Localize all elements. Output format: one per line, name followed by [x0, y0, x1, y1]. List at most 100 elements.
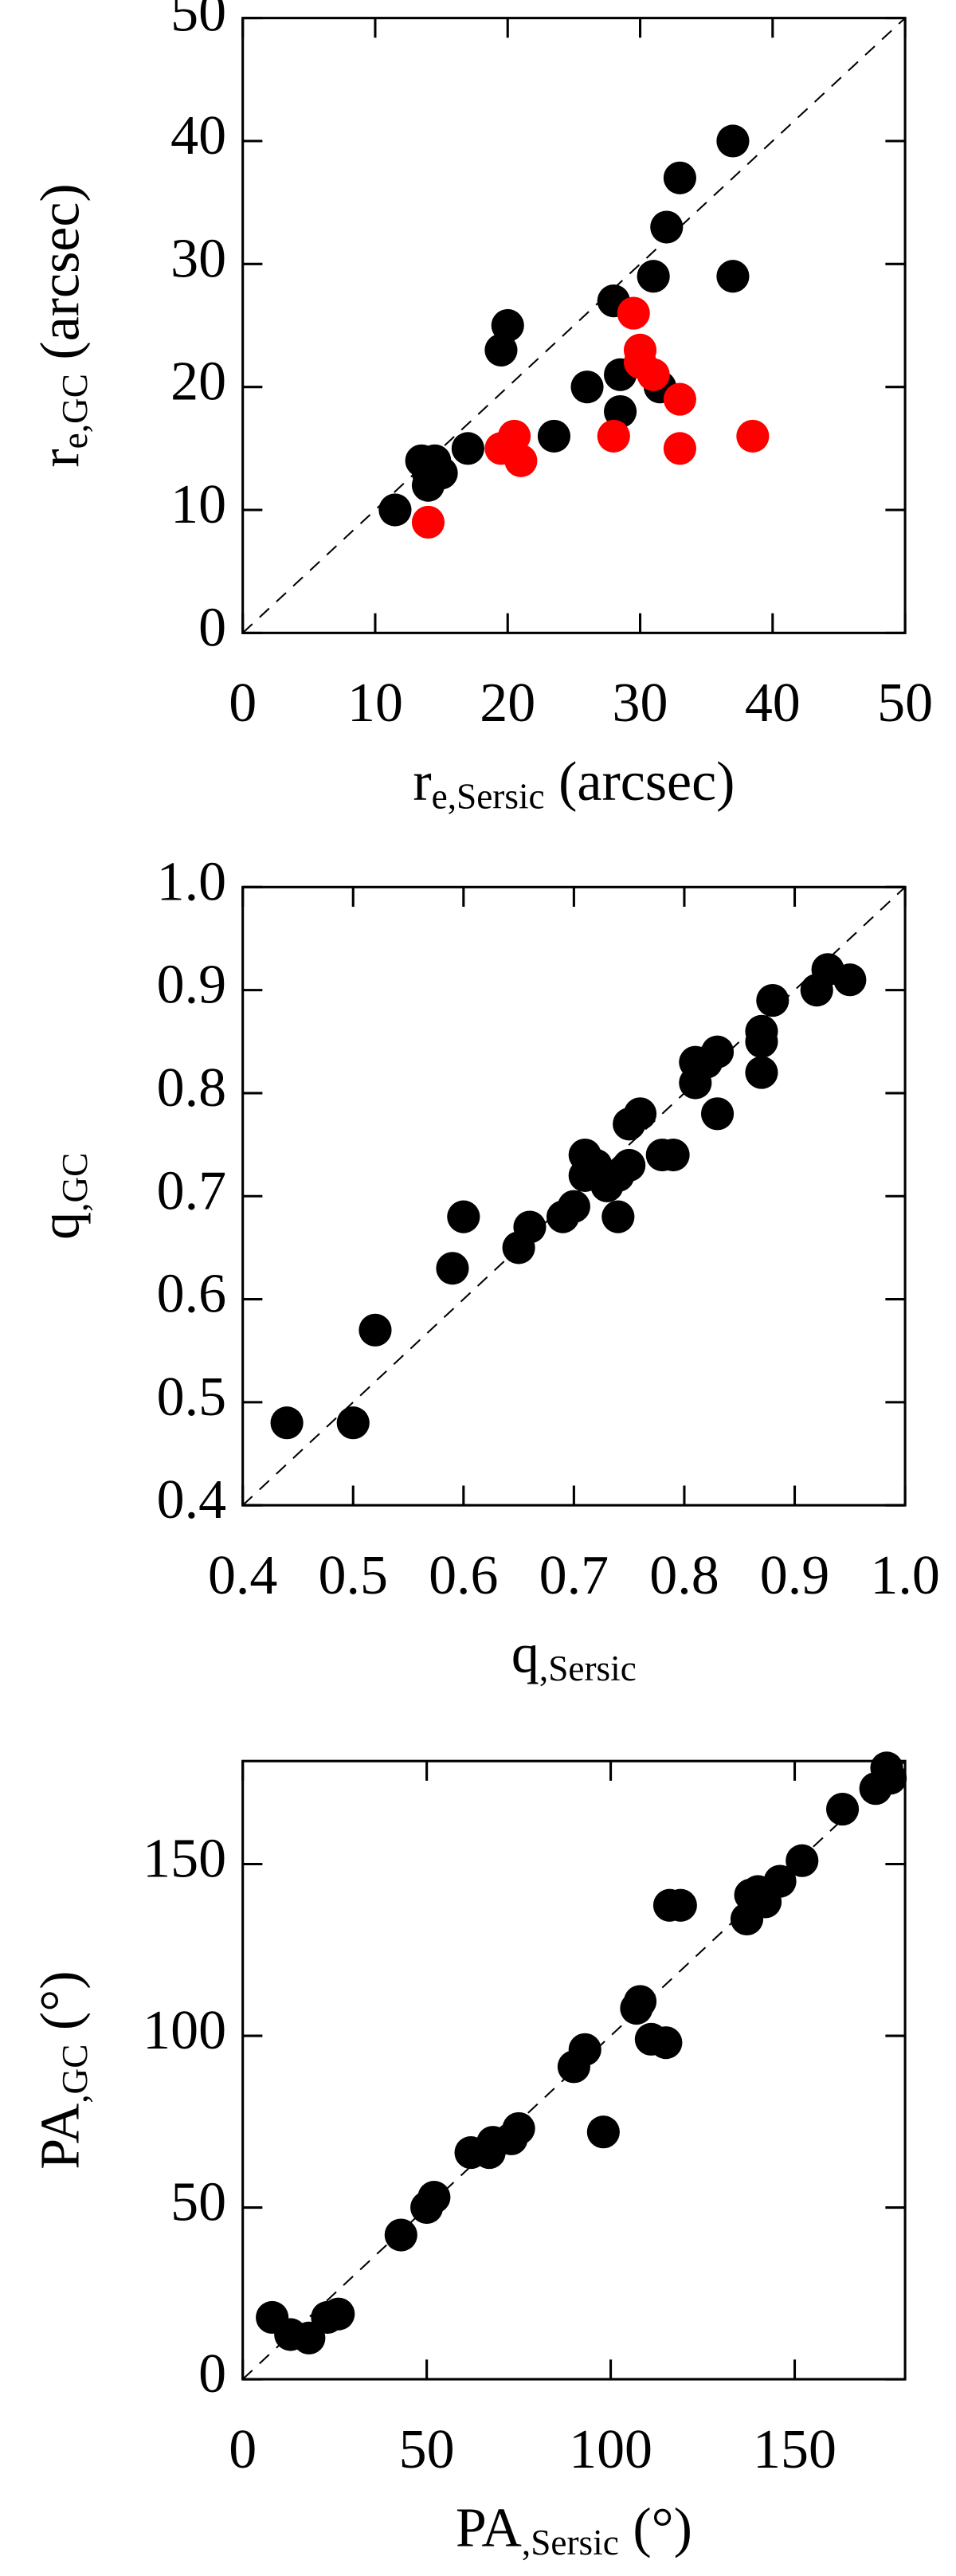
point	[736, 419, 770, 453]
point	[451, 432, 484, 465]
panel: 0.4 0.5 0.6 0.7 0.8 0.9 1.0 0.4 0.5 0.6 0.7 0.8 0.9 1…	[29, 851, 939, 1688]
x-tick-label: 0.6	[429, 1545, 498, 1606]
x-tick-label: 50	[399, 2419, 455, 2480]
x-tick-label: 20	[480, 672, 535, 734]
x-axis-title: PA,Sersic (°)	[456, 2498, 692, 2563]
y-axis-title: re,GC (arcsec)	[29, 183, 95, 467]
point	[663, 432, 696, 465]
point	[700, 1097, 735, 1131]
y-axis-title-main: q	[29, 1212, 91, 1240]
point	[825, 1792, 860, 1826]
point	[745, 1014, 778, 1048]
point	[568, 2033, 601, 2066]
point	[874, 1762, 907, 1795]
x-tick-label: 30	[613, 672, 668, 734]
point	[664, 1888, 697, 1922]
point	[378, 493, 412, 527]
point	[336, 1406, 370, 1440]
point	[623, 333, 657, 367]
y-axis-title: q,GC	[29, 1153, 95, 1240]
point	[322, 2297, 355, 2331]
point	[700, 1035, 735, 1068]
point	[270, 1406, 304, 1440]
y-tick-label: 150	[143, 1829, 226, 1890]
x-tick-label: 0	[229, 2419, 257, 2480]
y-tick-label: 0	[198, 597, 226, 658]
point	[502, 2111, 535, 2145]
x-tick-label: 0	[229, 672, 257, 734]
point	[504, 444, 538, 477]
point	[411, 457, 445, 490]
point	[716, 124, 750, 158]
point	[623, 1985, 657, 2018]
y-axis-title-sub: ,GC	[55, 2045, 95, 2104]
x-axis-title-main: PA	[456, 2498, 522, 2559]
y-axis-title-main: PA	[29, 2104, 91, 2170]
y-tick-label: 0.8	[157, 1057, 226, 1119]
point	[833, 963, 867, 997]
point	[484, 333, 518, 367]
y-tick-label: 50	[170, 0, 226, 44]
point	[745, 1056, 778, 1089]
y-tick-label: 50	[170, 2172, 226, 2233]
y-axis-title: PA,GC (°)	[29, 1970, 95, 2169]
point	[447, 1200, 480, 1233]
point	[513, 1210, 547, 1244]
point	[623, 1097, 657, 1131]
y-tick-label: 1.0	[157, 851, 226, 912]
point	[786, 1844, 819, 1877]
y-tick-label: 0.6	[157, 1264, 226, 1325]
plot-frame	[241, 885, 907, 1507]
point	[656, 1138, 690, 1172]
y-tick-label: 0.9	[157, 955, 226, 1016]
point	[491, 308, 524, 343]
x-tick-label: 100	[569, 2419, 652, 2480]
y-tick-label: 30	[170, 228, 226, 289]
y-tick-label: 0.5	[157, 1366, 226, 1428]
plot-frame	[241, 17, 907, 634]
x-axis-title: q,Sersic	[511, 1624, 637, 1689]
plot-frame	[241, 1759, 907, 2381]
x-tick-label: 0.7	[539, 1545, 609, 1606]
point	[358, 1313, 392, 1347]
x-tick-label: 10	[347, 672, 403, 734]
y-tick-label: 20	[170, 351, 226, 413]
y-axis-title-main: r	[29, 449, 91, 467]
point	[384, 2218, 417, 2252]
x-axis-title: re,Sersic (arcsec)	[413, 751, 735, 817]
y-axis-title-sub: e,GC	[55, 374, 95, 449]
point	[557, 1190, 590, 1223]
point	[586, 2115, 620, 2149]
x-axis-title-main: q	[511, 1624, 539, 1685]
y-axis-title-sub: ,GC	[55, 1153, 95, 1212]
point	[436, 1252, 469, 1285]
point	[637, 260, 670, 293]
point	[604, 394, 637, 429]
y-tick-label: 0	[198, 2343, 226, 2405]
x-tick-label: 40	[745, 672, 801, 734]
point	[411, 505, 445, 539]
point	[663, 382, 696, 416]
x-tick-label: 0.4	[208, 1545, 277, 1606]
y-tick-label: 0.4	[157, 1469, 226, 1531]
point	[763, 1864, 797, 1898]
y-axis-title-rest: (arcsec)	[29, 183, 91, 374]
x-tick-label: 50	[877, 672, 933, 734]
y-tick-label: 10	[170, 474, 226, 535]
x-axis-title-sub: ,Sersic	[539, 1649, 637, 1688]
x-axis-title-rest: (°)	[619, 2498, 692, 2559]
x-axis-title-sub: e,Sersic	[432, 777, 545, 817]
point	[663, 161, 696, 194]
point	[756, 983, 789, 1017]
x-axis-title-sub: ,Sersic	[522, 2523, 619, 2562]
point	[601, 1200, 635, 1233]
point	[570, 371, 604, 404]
one-to-one-line	[241, 17, 906, 634]
x-tick-label: 0.9	[760, 1545, 829, 1606]
point	[649, 2026, 683, 2060]
point	[617, 296, 650, 330]
point	[537, 419, 571, 453]
x-tick-label: 150	[753, 2419, 836, 2480]
y-tick-label: 0.7	[157, 1160, 226, 1221]
